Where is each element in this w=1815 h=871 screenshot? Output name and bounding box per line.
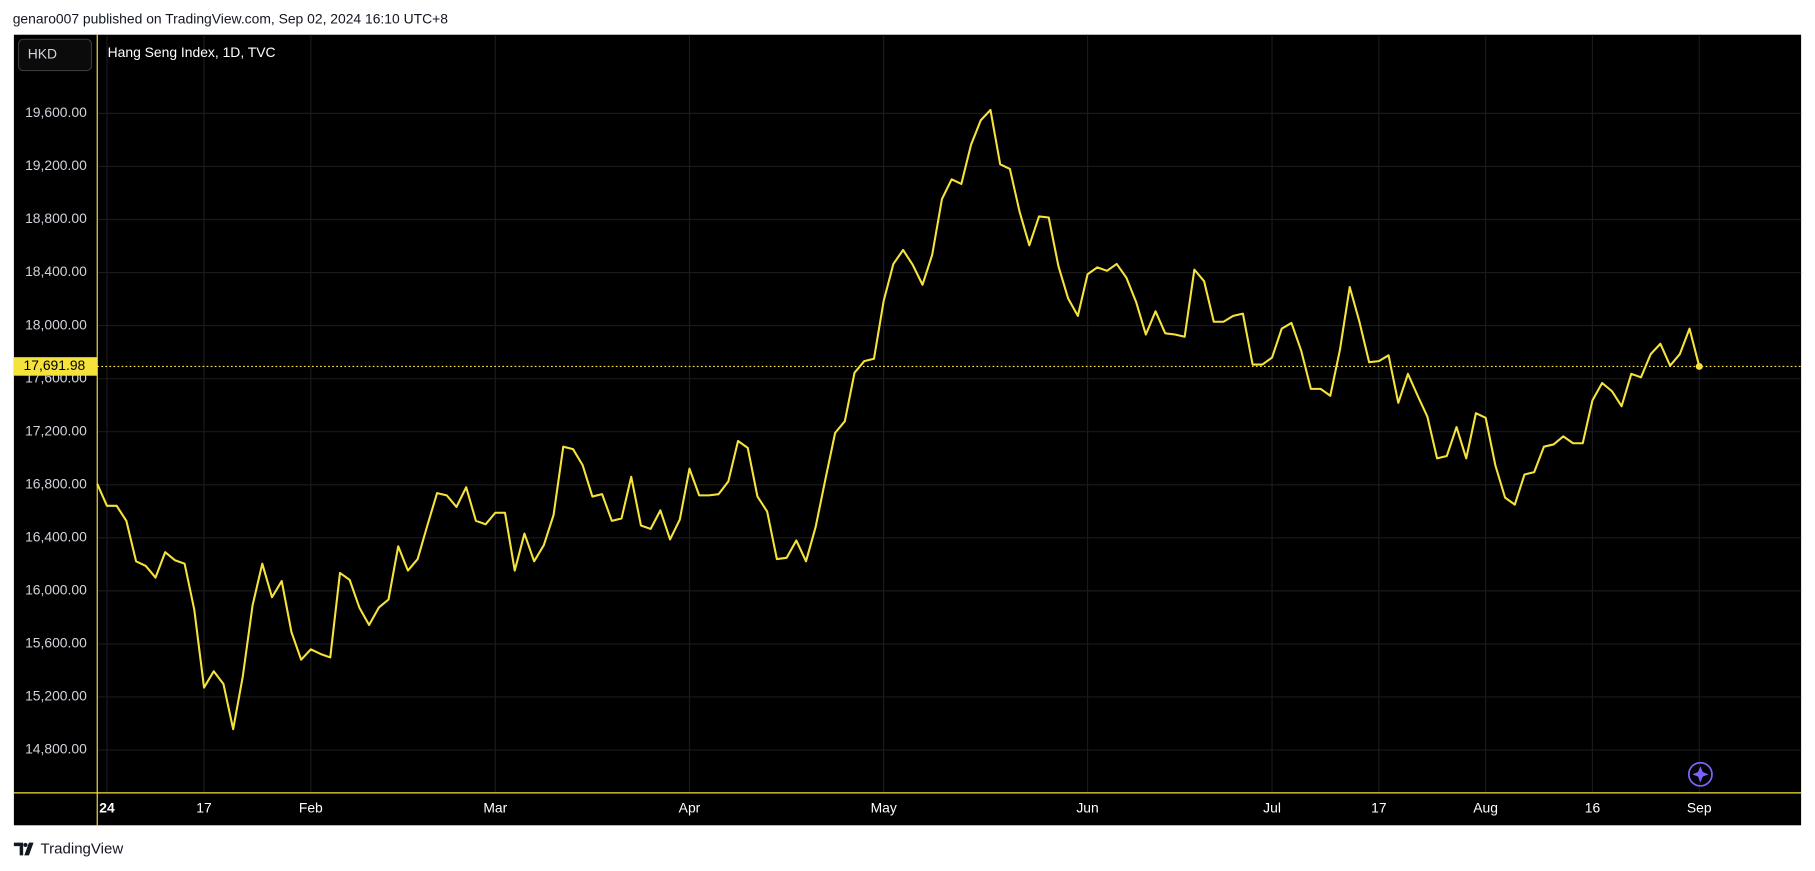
- last-price-tag: [13, 357, 98, 376]
- x-tick-label: 17: [196, 800, 212, 816]
- logo: [13, 842, 34, 856]
- y-tick-label: 16,800.00: [25, 475, 87, 491]
- price-line: [96, 108, 1701, 731]
- y-tick-label: 15,200.00: [25, 688, 87, 704]
- x-tick-label: Jul: [1263, 800, 1281, 816]
- y-tick-label: 16,000.00: [25, 582, 87, 598]
- x-tick-label: Mar: [483, 800, 507, 816]
- x-tick-label: May: [871, 800, 897, 816]
- currency-button[interactable]: [17, 38, 93, 72]
- footer: TradingView: [41, 841, 124, 858]
- y-tick-label: 17,200.00: [25, 422, 87, 438]
- x-tick-label: 17: [1371, 800, 1387, 816]
- y-tick-label: 18,000.00: [25, 316, 87, 332]
- last-price-label: 17,691.98: [24, 357, 86, 373]
- y-tick-label: 19,200.00: [25, 157, 87, 173]
- header: genaro007 published on TradingView.com, …: [13, 10, 448, 26]
- x-tick-label: Jun: [1076, 800, 1098, 816]
- y-tick-label: 15,600.00: [25, 635, 87, 651]
- x-tick-label: 24: [99, 800, 115, 816]
- logo-dot: [23, 842, 28, 848]
- y-tick-label: 18,800.00: [25, 210, 87, 226]
- y-tick-label: 16,400.00: [25, 528, 87, 544]
- legend-title: Hang Seng Index, 1D, TVC: [108, 44, 276, 60]
- y-tick-label: 19,600.00: [25, 104, 87, 120]
- x-tick-label: Aug: [1473, 800, 1498, 816]
- currency[interactable]: HKD: [28, 46, 57, 62]
- assistant-star: [1692, 766, 1709, 783]
- x-tick-label: Feb: [299, 800, 323, 816]
- x-tick-label: Sep: [1687, 800, 1712, 816]
- chart-panel: [13, 34, 1802, 826]
- assistant-icon[interactable]: [1687, 761, 1713, 787]
- x-tick-label: Apr: [679, 800, 701, 816]
- y-tick-label: 14,800.00: [25, 741, 87, 757]
- plot: [96, 108, 1802, 731]
- logo-mark: [13, 842, 34, 856]
- y-tick-label: 18,400.00: [25, 263, 87, 279]
- x-tick-label: 16: [1585, 800, 1601, 816]
- grid: [97, 34, 1802, 793]
